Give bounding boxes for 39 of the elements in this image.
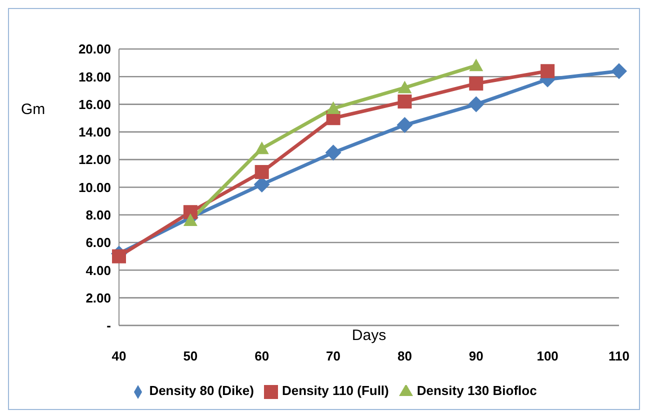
y-tick-label: 8.00 xyxy=(86,207,111,222)
legend-label: Density 110 (Full) xyxy=(282,383,389,398)
point xyxy=(325,144,342,161)
point xyxy=(540,64,555,78)
point xyxy=(398,80,412,94)
y-axis-title: Gm xyxy=(21,101,46,118)
x-tick-label: 80 xyxy=(397,348,412,364)
point xyxy=(183,213,198,226)
point xyxy=(112,249,126,264)
point xyxy=(183,205,198,220)
point xyxy=(469,76,484,91)
y-tick-label: 6.00 xyxy=(86,235,111,250)
x-tick-label: 40 xyxy=(112,348,126,364)
x-tick-label: 70 xyxy=(326,348,341,364)
y-tick-label: 4.00 xyxy=(86,262,111,278)
y-tick-label: 10.00 xyxy=(78,180,111,195)
x-tick-label: 100 xyxy=(536,348,558,364)
y-tick-label: 18.00 xyxy=(78,69,111,84)
y-tick-label: 20.00 xyxy=(78,42,111,57)
x-tick-label: 110 xyxy=(608,348,630,364)
y-tick-label: 16.00 xyxy=(78,96,111,112)
x-axis-title: Days xyxy=(352,327,386,344)
point xyxy=(254,165,269,180)
point xyxy=(396,117,413,134)
legend-label: Density 130 Biofloc xyxy=(416,383,537,398)
point xyxy=(611,63,627,80)
y-tick-label: - xyxy=(106,318,111,334)
legend-label: Density 80 (Dike) xyxy=(149,383,254,398)
y-tick-label: 12.00 xyxy=(78,152,111,168)
point xyxy=(468,96,484,112)
x-tick-label: 90 xyxy=(468,348,484,364)
point xyxy=(326,101,340,114)
y-tick-label: 14.00 xyxy=(78,124,111,140)
y-tick-label: 2.00 xyxy=(86,290,111,306)
point xyxy=(254,142,269,154)
point xyxy=(398,94,412,109)
point xyxy=(469,58,484,72)
x-tick-label: 60 xyxy=(254,348,270,364)
x-tick-label: 50 xyxy=(183,348,198,364)
